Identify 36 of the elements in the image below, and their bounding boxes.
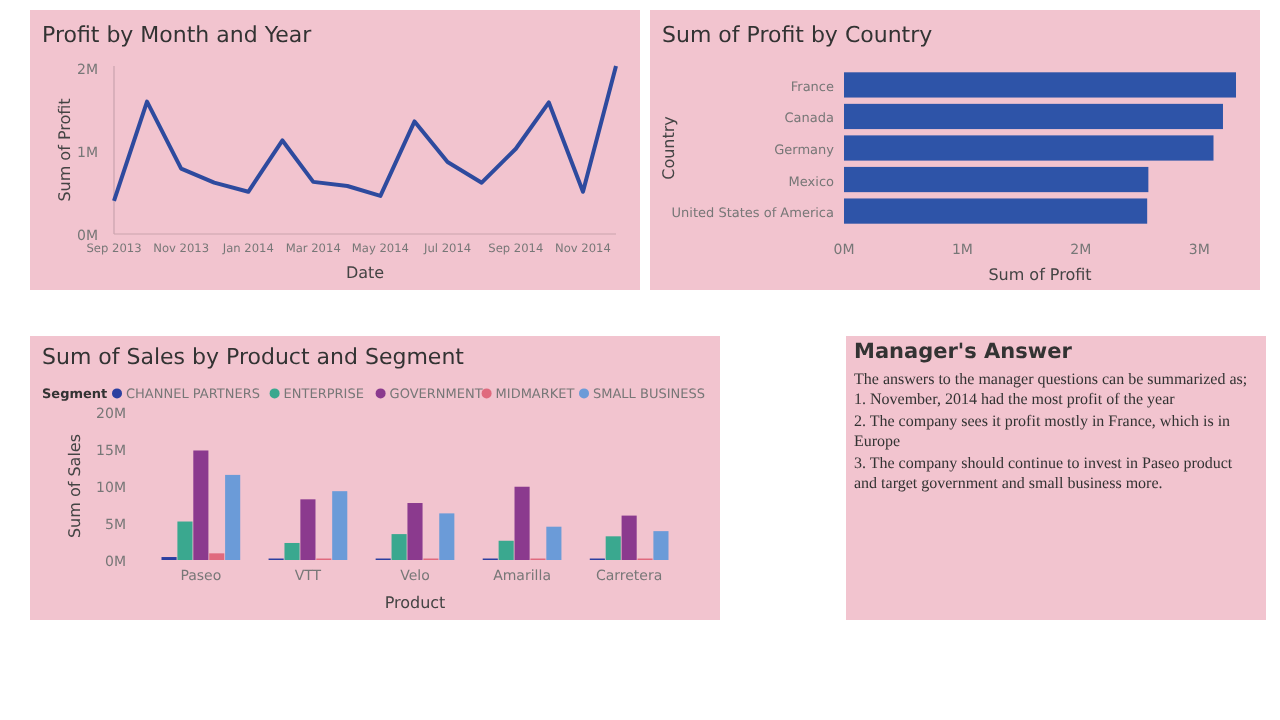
chart-title: Profit by Month and Year [42, 22, 313, 48]
line-series [112, 64, 618, 203]
bar [225, 474, 241, 560]
chart-title: Sum of Sales by Product and Segment [42, 344, 466, 370]
bar [300, 499, 316, 560]
y-axis-title: Sum of Sales [66, 433, 84, 539]
bar [391, 534, 407, 560]
bar [605, 536, 621, 560]
bar [332, 491, 348, 560]
chart-title: Sum of Profit by Country [662, 22, 934, 48]
x-axis-title: Sum of Profit [988, 266, 1092, 284]
bar [209, 553, 225, 560]
y-axis-title: Sum of Profit [56, 98, 74, 202]
bar [844, 103, 1223, 130]
text: 2. The company sees it profit mostly in France, which is in Europe [854, 411, 1233, 453]
x-axis-title: Date [345, 264, 385, 282]
bar [844, 198, 1148, 224]
bar [621, 515, 637, 560]
bar [498, 540, 514, 560]
bar [407, 503, 423, 560]
y-axis-title: Country [660, 115, 678, 180]
bar [514, 486, 530, 560]
bar [546, 526, 562, 560]
text: 1. November, 2014 had the most profit of the year [854, 390, 1177, 411]
bar [284, 542, 300, 560]
text: Manager's Answer [854, 340, 1074, 364]
bar [439, 513, 455, 560]
text: 3. The company should continue to invest in Paseo product and target government and small business more. [854, 453, 1235, 495]
bar [844, 72, 1236, 98]
x-axis-title: Product [384, 594, 446, 612]
bar [844, 166, 1149, 193]
bar [193, 450, 209, 560]
text: The answers to the manager questions can be summarized as; [854, 369, 1250, 390]
bar [177, 521, 193, 560]
bar [844, 135, 1214, 161]
bar [653, 531, 669, 560]
